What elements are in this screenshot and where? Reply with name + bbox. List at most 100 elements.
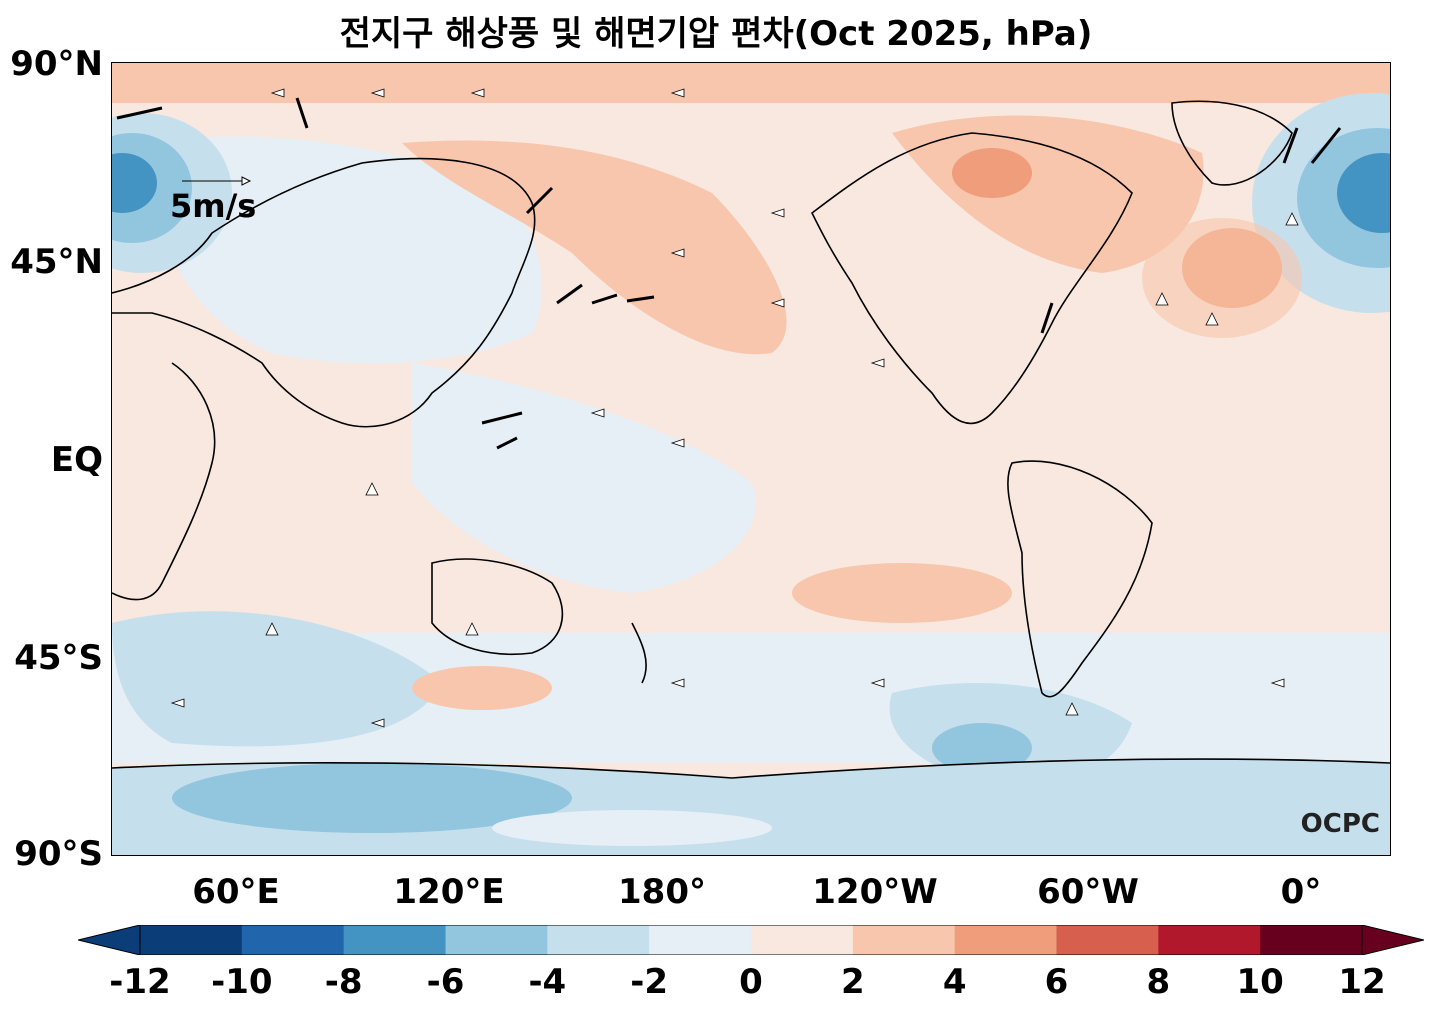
colorbar-label: 10	[1236, 962, 1284, 1002]
wind-scale-label: 5m/s	[170, 187, 257, 225]
wind-arrows-small	[170, 88, 1299, 728]
amundsen-low-core	[932, 723, 1032, 773]
wind-arrow-bold	[1040, 302, 1054, 334]
colorbar-label: -8	[324, 962, 363, 1002]
wind-arrow-bold	[496, 436, 518, 450]
map-panel: 5m/s OCPC	[111, 62, 1391, 856]
wind-arrow	[870, 358, 885, 368]
south-indian-high	[412, 666, 552, 710]
colorbar-label: -2	[630, 962, 669, 1002]
colorbar-label: 12	[1338, 962, 1386, 1002]
lat-label-45s: 45°S	[14, 638, 103, 678]
greenland-coast	[1171, 100, 1293, 186]
colorbar-segment	[547, 925, 650, 955]
wind-arrow-bold	[1310, 127, 1342, 164]
colorbar-segment	[751, 925, 854, 955]
north-america-coast	[810, 132, 1133, 425]
colorbar-label: -12	[109, 962, 171, 1002]
wind-arrow	[1270, 678, 1285, 688]
south-pacific-high	[792, 563, 1012, 623]
colorbar-segment	[1260, 925, 1363, 955]
colorbar-segment	[1158, 925, 1261, 955]
australia-coast	[431, 558, 564, 656]
colorbar-extend-low	[78, 925, 141, 955]
colorbar-segment	[343, 925, 446, 955]
antarctica-low-core	[172, 763, 572, 833]
lon-label-60w: 60°W	[1037, 872, 1139, 912]
map-svg	[112, 63, 1390, 855]
wind-arrow-bold	[525, 186, 554, 215]
lat-label-45n: 45°N	[10, 242, 103, 282]
wind-arrow	[1155, 292, 1169, 306]
wind-arrow-bold	[481, 411, 523, 425]
wind-arrow-bold	[116, 106, 163, 120]
lon-label-120w: 120°W	[812, 872, 938, 912]
wind-arrow	[170, 698, 185, 708]
colorbar-segment	[852, 925, 956, 955]
wind-arrow	[670, 438, 685, 448]
wind-arrow	[590, 408, 605, 418]
lon-label-180: 180°	[618, 872, 706, 912]
wind-arrow	[370, 88, 385, 98]
wind-arrow	[770, 298, 785, 308]
lon-label-60e: 60°E	[192, 872, 280, 912]
colorbar-segment	[954, 925, 1057, 955]
colorbar-segment	[140, 925, 243, 955]
lon-label-120e: 120°E	[393, 872, 505, 912]
colorbar-label: -6	[426, 962, 465, 1002]
wind-arrow	[465, 622, 479, 636]
colorbar-extend-high	[1361, 925, 1424, 955]
atlantic-high	[1142, 218, 1302, 338]
lat-label-90n: 90°N	[10, 44, 103, 84]
south-america-coast	[1007, 460, 1153, 698]
colorbar-label: 8	[1146, 962, 1171, 1002]
wind-arrow-bold	[295, 97, 309, 129]
colorbar-label: 0	[739, 962, 763, 1002]
lat-label-90s: 90°S	[14, 834, 103, 874]
colorbar-label: -4	[528, 962, 567, 1002]
north-pacific-high	[402, 140, 787, 355]
wind-arrow-bold	[556, 283, 583, 305]
eurasia-anomaly	[152, 136, 542, 364]
colorbar-label: 6	[1044, 962, 1069, 1002]
colorbar-segment	[649, 925, 752, 955]
antarctica-coast	[112, 758, 1390, 779]
wind-arrow	[670, 248, 685, 258]
colorbar-label: -10	[211, 962, 273, 1002]
ural-low-core	[112, 153, 157, 213]
colorbar-segment	[1056, 925, 1159, 955]
europe-low-core	[1337, 153, 1390, 233]
colorbar-segment	[241, 925, 345, 955]
wind-arrow-bold	[591, 293, 618, 305]
lat-label-eq: EQ	[50, 440, 103, 480]
arctic-anomaly	[112, 63, 1390, 103]
colorbar-segment	[445, 925, 548, 955]
wind-arrow	[1285, 212, 1299, 226]
indian-south-low	[112, 611, 442, 747]
eurasia-coast	[112, 157, 536, 428]
wind-arrow-bold	[1282, 127, 1299, 164]
colorbar	[78, 925, 1424, 955]
lon-label-0: 0°	[1280, 872, 1322, 912]
wind-arrow-bold	[626, 295, 655, 303]
coastlines	[112, 100, 1390, 779]
wind-arrow	[265, 622, 279, 636]
wind-arrow	[670, 88, 685, 98]
antarctica-light	[492, 810, 772, 846]
brand-logo: OCPC	[1300, 809, 1380, 839]
wind-arrow	[470, 88, 485, 98]
wind-arrow	[670, 678, 685, 688]
wind-arrow	[770, 208, 785, 218]
colorbar-label: 4	[942, 962, 967, 1002]
canada-high-core	[952, 148, 1032, 198]
wind-vectors	[116, 88, 1342, 728]
wind-arrow	[1205, 312, 1219, 326]
wind-arrow	[370, 718, 385, 728]
scale-arrow-head	[241, 176, 252, 186]
wind-arrow	[365, 482, 379, 496]
colorbar-label: 2	[840, 962, 865, 1002]
chart-title: 전지구 해상풍 및 해면기압 편차(Oct 2025, hPa)	[339, 14, 1093, 54]
africa-east-coast	[112, 362, 216, 601]
wind-arrow	[1065, 702, 1079, 716]
wind-arrow	[270, 88, 285, 98]
